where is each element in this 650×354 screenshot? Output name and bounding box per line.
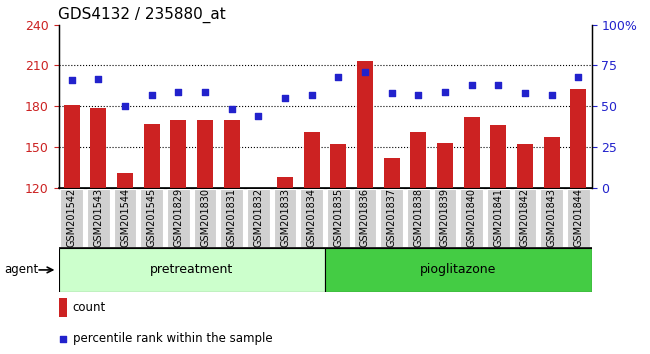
Text: GSM201834: GSM201834 <box>307 188 317 247</box>
Text: GSM201838: GSM201838 <box>413 188 423 247</box>
Point <box>227 107 237 112</box>
Point <box>307 92 317 98</box>
Bar <box>220 189 243 247</box>
Text: GSM201839: GSM201839 <box>440 188 450 247</box>
Bar <box>325 248 592 292</box>
Point <box>173 89 184 95</box>
Text: GSM201830: GSM201830 <box>200 188 210 247</box>
Text: GSM201543: GSM201543 <box>94 188 103 247</box>
Bar <box>540 189 563 247</box>
Bar <box>357 62 373 350</box>
Text: GSM201837: GSM201837 <box>387 188 396 247</box>
Bar <box>410 132 426 350</box>
Text: GSM201844: GSM201844 <box>573 188 583 247</box>
Point <box>58 336 68 341</box>
Point <box>333 74 343 80</box>
Bar <box>490 125 506 350</box>
Text: GSM201836: GSM201836 <box>360 188 370 247</box>
Bar <box>327 189 350 247</box>
Bar <box>514 189 536 247</box>
Point <box>254 113 264 119</box>
Bar <box>197 120 213 350</box>
Bar <box>330 144 346 350</box>
Point <box>573 74 584 80</box>
Bar <box>114 189 136 247</box>
Text: pioglitazone: pioglitazone <box>420 263 497 276</box>
Text: GSM201840: GSM201840 <box>467 188 476 247</box>
Bar <box>463 117 480 350</box>
Text: GSM201545: GSM201545 <box>147 188 157 247</box>
Bar <box>144 124 160 350</box>
Text: count: count <box>73 301 106 314</box>
Bar <box>64 105 80 350</box>
Point <box>547 92 557 98</box>
Bar <box>140 189 163 247</box>
Bar <box>300 189 323 247</box>
Bar <box>570 88 586 350</box>
Bar <box>384 158 400 350</box>
Point <box>493 82 504 88</box>
Text: GSM201833: GSM201833 <box>280 188 290 247</box>
Bar <box>167 189 190 247</box>
Bar <box>224 120 240 350</box>
Bar <box>117 173 133 350</box>
Point <box>94 76 104 81</box>
Bar <box>380 189 403 247</box>
Point <box>280 95 291 101</box>
Text: percentile rank within the sample: percentile rank within the sample <box>73 332 272 345</box>
Bar <box>87 189 110 247</box>
Bar <box>460 189 483 247</box>
Bar <box>567 189 590 247</box>
Bar <box>90 108 107 350</box>
Text: GSM201542: GSM201542 <box>67 188 77 247</box>
Bar <box>543 137 560 350</box>
Bar <box>437 143 453 350</box>
Bar <box>434 189 456 247</box>
Text: GSM201831: GSM201831 <box>227 188 237 247</box>
Point <box>413 92 424 98</box>
Bar <box>58 248 325 292</box>
Text: GSM201843: GSM201843 <box>547 188 556 247</box>
Point <box>520 90 530 96</box>
Text: GSM201841: GSM201841 <box>493 188 503 247</box>
Point <box>386 90 396 96</box>
Bar <box>60 189 83 247</box>
Bar <box>58 298 68 317</box>
Point <box>200 89 211 95</box>
Bar <box>277 177 293 350</box>
Point <box>439 89 450 95</box>
Bar <box>247 189 270 247</box>
Point <box>120 103 130 109</box>
Text: pretreatment: pretreatment <box>150 263 233 276</box>
Text: agent: agent <box>5 263 39 276</box>
Text: GSM201829: GSM201829 <box>174 188 183 247</box>
Text: GDS4132 / 235880_at: GDS4132 / 235880_at <box>58 7 226 23</box>
Bar <box>407 189 430 247</box>
Text: GSM201835: GSM201835 <box>333 188 343 247</box>
Bar <box>354 189 376 247</box>
Bar <box>194 189 216 247</box>
Bar <box>170 120 187 350</box>
Bar <box>517 144 533 350</box>
Point <box>360 69 370 75</box>
Text: GSM201832: GSM201832 <box>254 188 263 247</box>
Bar <box>274 189 296 247</box>
Point <box>67 77 77 83</box>
Text: GSM201842: GSM201842 <box>520 188 530 247</box>
Bar <box>304 132 320 350</box>
Point <box>467 82 477 88</box>
Point <box>147 92 157 98</box>
Text: GSM201544: GSM201544 <box>120 188 130 247</box>
Bar <box>250 188 266 350</box>
Bar <box>487 189 510 247</box>
